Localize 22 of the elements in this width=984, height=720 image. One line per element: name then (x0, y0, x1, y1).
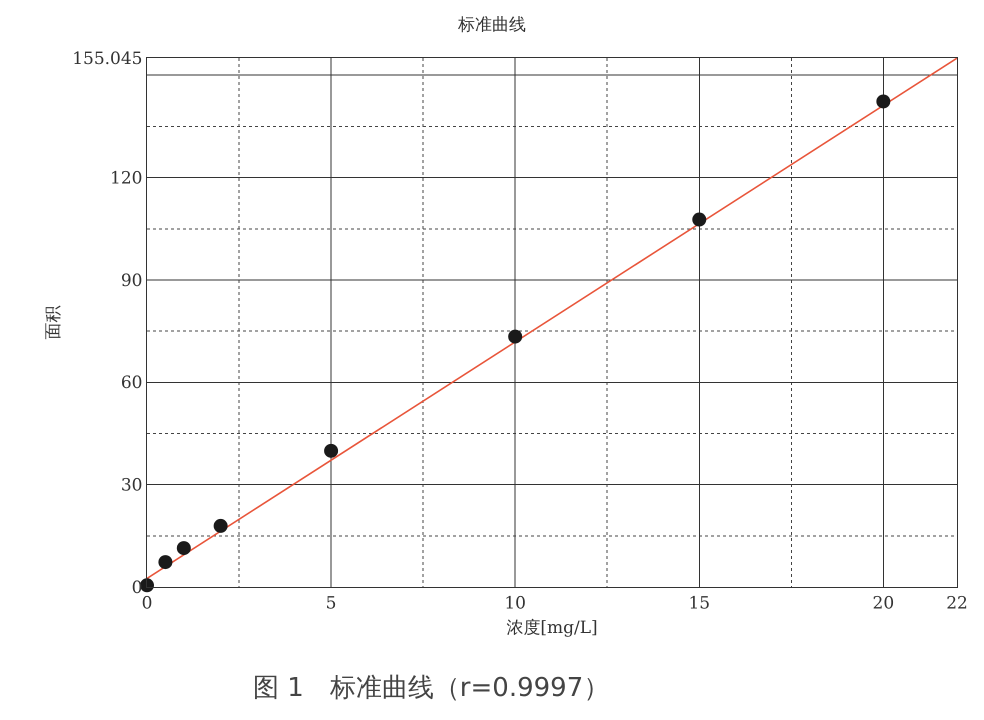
y-tick-label: 30 (120, 476, 142, 496)
chart-title: 标准曲线 (457, 14, 526, 35)
x-tick-label: 15 (688, 594, 710, 614)
point (692, 212, 706, 227)
point (324, 444, 338, 458)
caption: 图 1 标准曲线（r=0.9997） (253, 673, 610, 703)
x-tick-label: 10 (504, 594, 526, 614)
x-tick-label: 22 (946, 594, 968, 614)
y-tick-label: 155.045 (72, 48, 142, 69)
y-tick-label: 0 (132, 578, 142, 598)
point (176, 541, 191, 556)
y-axis-title: 面积 (44, 306, 64, 340)
x-tick-label: 20 (872, 594, 894, 614)
y-tick-label: 60 (120, 373, 142, 394)
x-axis-title: 浓度[mg/L] (506, 618, 598, 638)
point (876, 94, 890, 108)
point (214, 518, 228, 533)
point (158, 555, 172, 570)
point (508, 330, 522, 344)
y-tick-label: 120 (110, 168, 142, 189)
y-tick-label: 90 (120, 270, 142, 291)
x-tick-label: 5 (326, 594, 337, 614)
